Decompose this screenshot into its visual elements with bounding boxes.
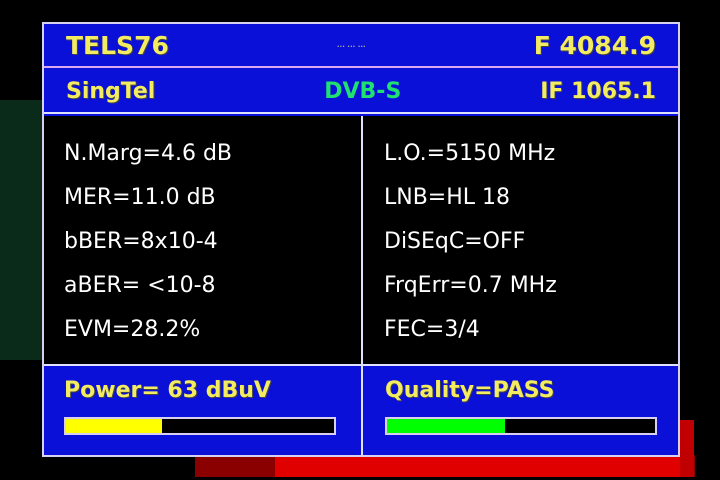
standard: DVB-S	[324, 78, 402, 104]
measure-aber: aBER= <10-8	[64, 273, 216, 298]
measure-nmarg: N.Marg=4.6 dB	[64, 141, 233, 166]
measure-bber: bBER=8x10-4	[64, 229, 218, 254]
provider: SingTel	[66, 78, 156, 104]
center-indicator: ... ... ...	[336, 41, 366, 49]
measure-frqerr: FrqErr=0.7 MHz	[384, 273, 557, 298]
background-video	[275, 455, 690, 477]
measure-fec: FEC=3/4	[384, 317, 480, 342]
measure-lnb: LNB=HL 18	[384, 185, 511, 210]
header-row: TELS76 ... ... ... F 4084.9	[44, 24, 678, 68]
power-label: Power= 63 dBuV	[64, 378, 271, 403]
background-video	[680, 420, 694, 477]
measure-diseqc: DiSEqC=OFF	[384, 229, 526, 254]
measure-lo: L.O.=5150 MHz	[384, 141, 556, 166]
frequency: F 4084.9	[533, 30, 656, 60]
measure-evm: EVM=28.2%	[64, 317, 201, 342]
channel-name: TELS76	[66, 30, 169, 60]
quality-bar-fill	[387, 419, 505, 433]
power-bar	[64, 417, 336, 435]
quality-label: Quality=PASS	[385, 378, 555, 403]
measure-mer: MER=11.0 dB	[64, 185, 216, 210]
power-bar-fill	[66, 419, 163, 433]
divider	[361, 116, 363, 455]
signal-meter-panel: TELS76 ... ... ... F 4084.9 SingTel DVB-…	[42, 22, 680, 457]
if-frequency: IF 1065.1	[540, 78, 656, 104]
quality-bar	[385, 417, 657, 435]
level-section: Power= 63 dBuV Quality=PASS	[44, 366, 678, 455]
subheader-row: SingTel DVB-S IF 1065.1	[44, 70, 678, 114]
